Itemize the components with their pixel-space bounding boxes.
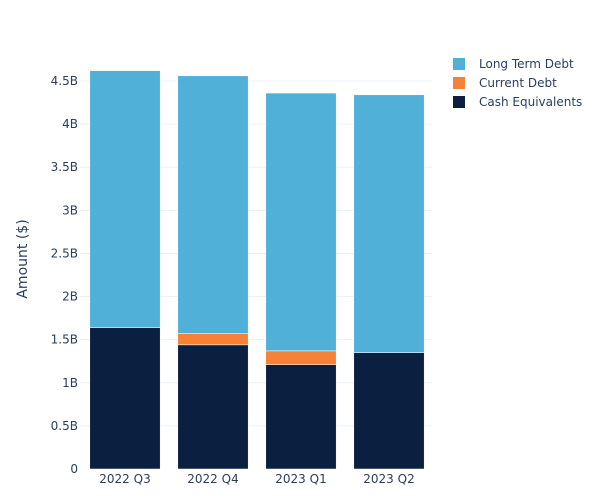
y-tick-label: 0	[70, 462, 78, 476]
y-axis-title: Amount ($)	[15, 219, 31, 298]
y-tick-label: 1B	[62, 376, 78, 390]
legend-swatch[interactable]	[453, 96, 465, 108]
x-tick-label: 2022 Q4	[187, 472, 238, 486]
bar-current-debt[interactable]	[265, 350, 337, 365]
bar-cash-equivalents[interactable]	[89, 327, 161, 470]
bar-cash-equivalents[interactable]	[353, 352, 425, 470]
bar-long-term-debt[interactable]	[353, 94, 425, 353]
y-tick-label: 0.5B	[51, 419, 78, 433]
bar-long-term-debt[interactable]	[265, 92, 337, 352]
bar-cash-equivalents[interactable]	[177, 344, 249, 470]
x-tick-label: 2023 Q1	[275, 472, 326, 486]
legend-swatch[interactable]	[453, 77, 465, 89]
y-tick-label: 4.5B	[51, 74, 78, 88]
bar-cash-equivalents[interactable]	[265, 364, 337, 470]
legend-swatch[interactable]	[453, 58, 465, 70]
y-tick-label: 4B	[62, 117, 78, 131]
bar-long-term-debt[interactable]	[89, 70, 161, 328]
y-tick-label: 2B	[62, 290, 78, 304]
x-tick-label: 2022 Q3	[99, 472, 150, 486]
y-tick-label: 3.5B	[51, 160, 78, 174]
x-tick-label: 2023 Q2	[363, 472, 414, 486]
y-tick-label: 3B	[62, 203, 78, 217]
legend-label[interactable]: Long Term Debt	[479, 57, 574, 71]
legend-label[interactable]: Current Debt	[479, 76, 557, 90]
y-tick-label: 2.5B	[51, 246, 78, 260]
legend-label[interactable]: Cash Equivalents	[479, 95, 582, 109]
bar-long-term-debt[interactable]	[177, 75, 249, 334]
bar-current-debt[interactable]	[177, 333, 249, 346]
y-tick-label: 1.5B	[51, 333, 78, 347]
